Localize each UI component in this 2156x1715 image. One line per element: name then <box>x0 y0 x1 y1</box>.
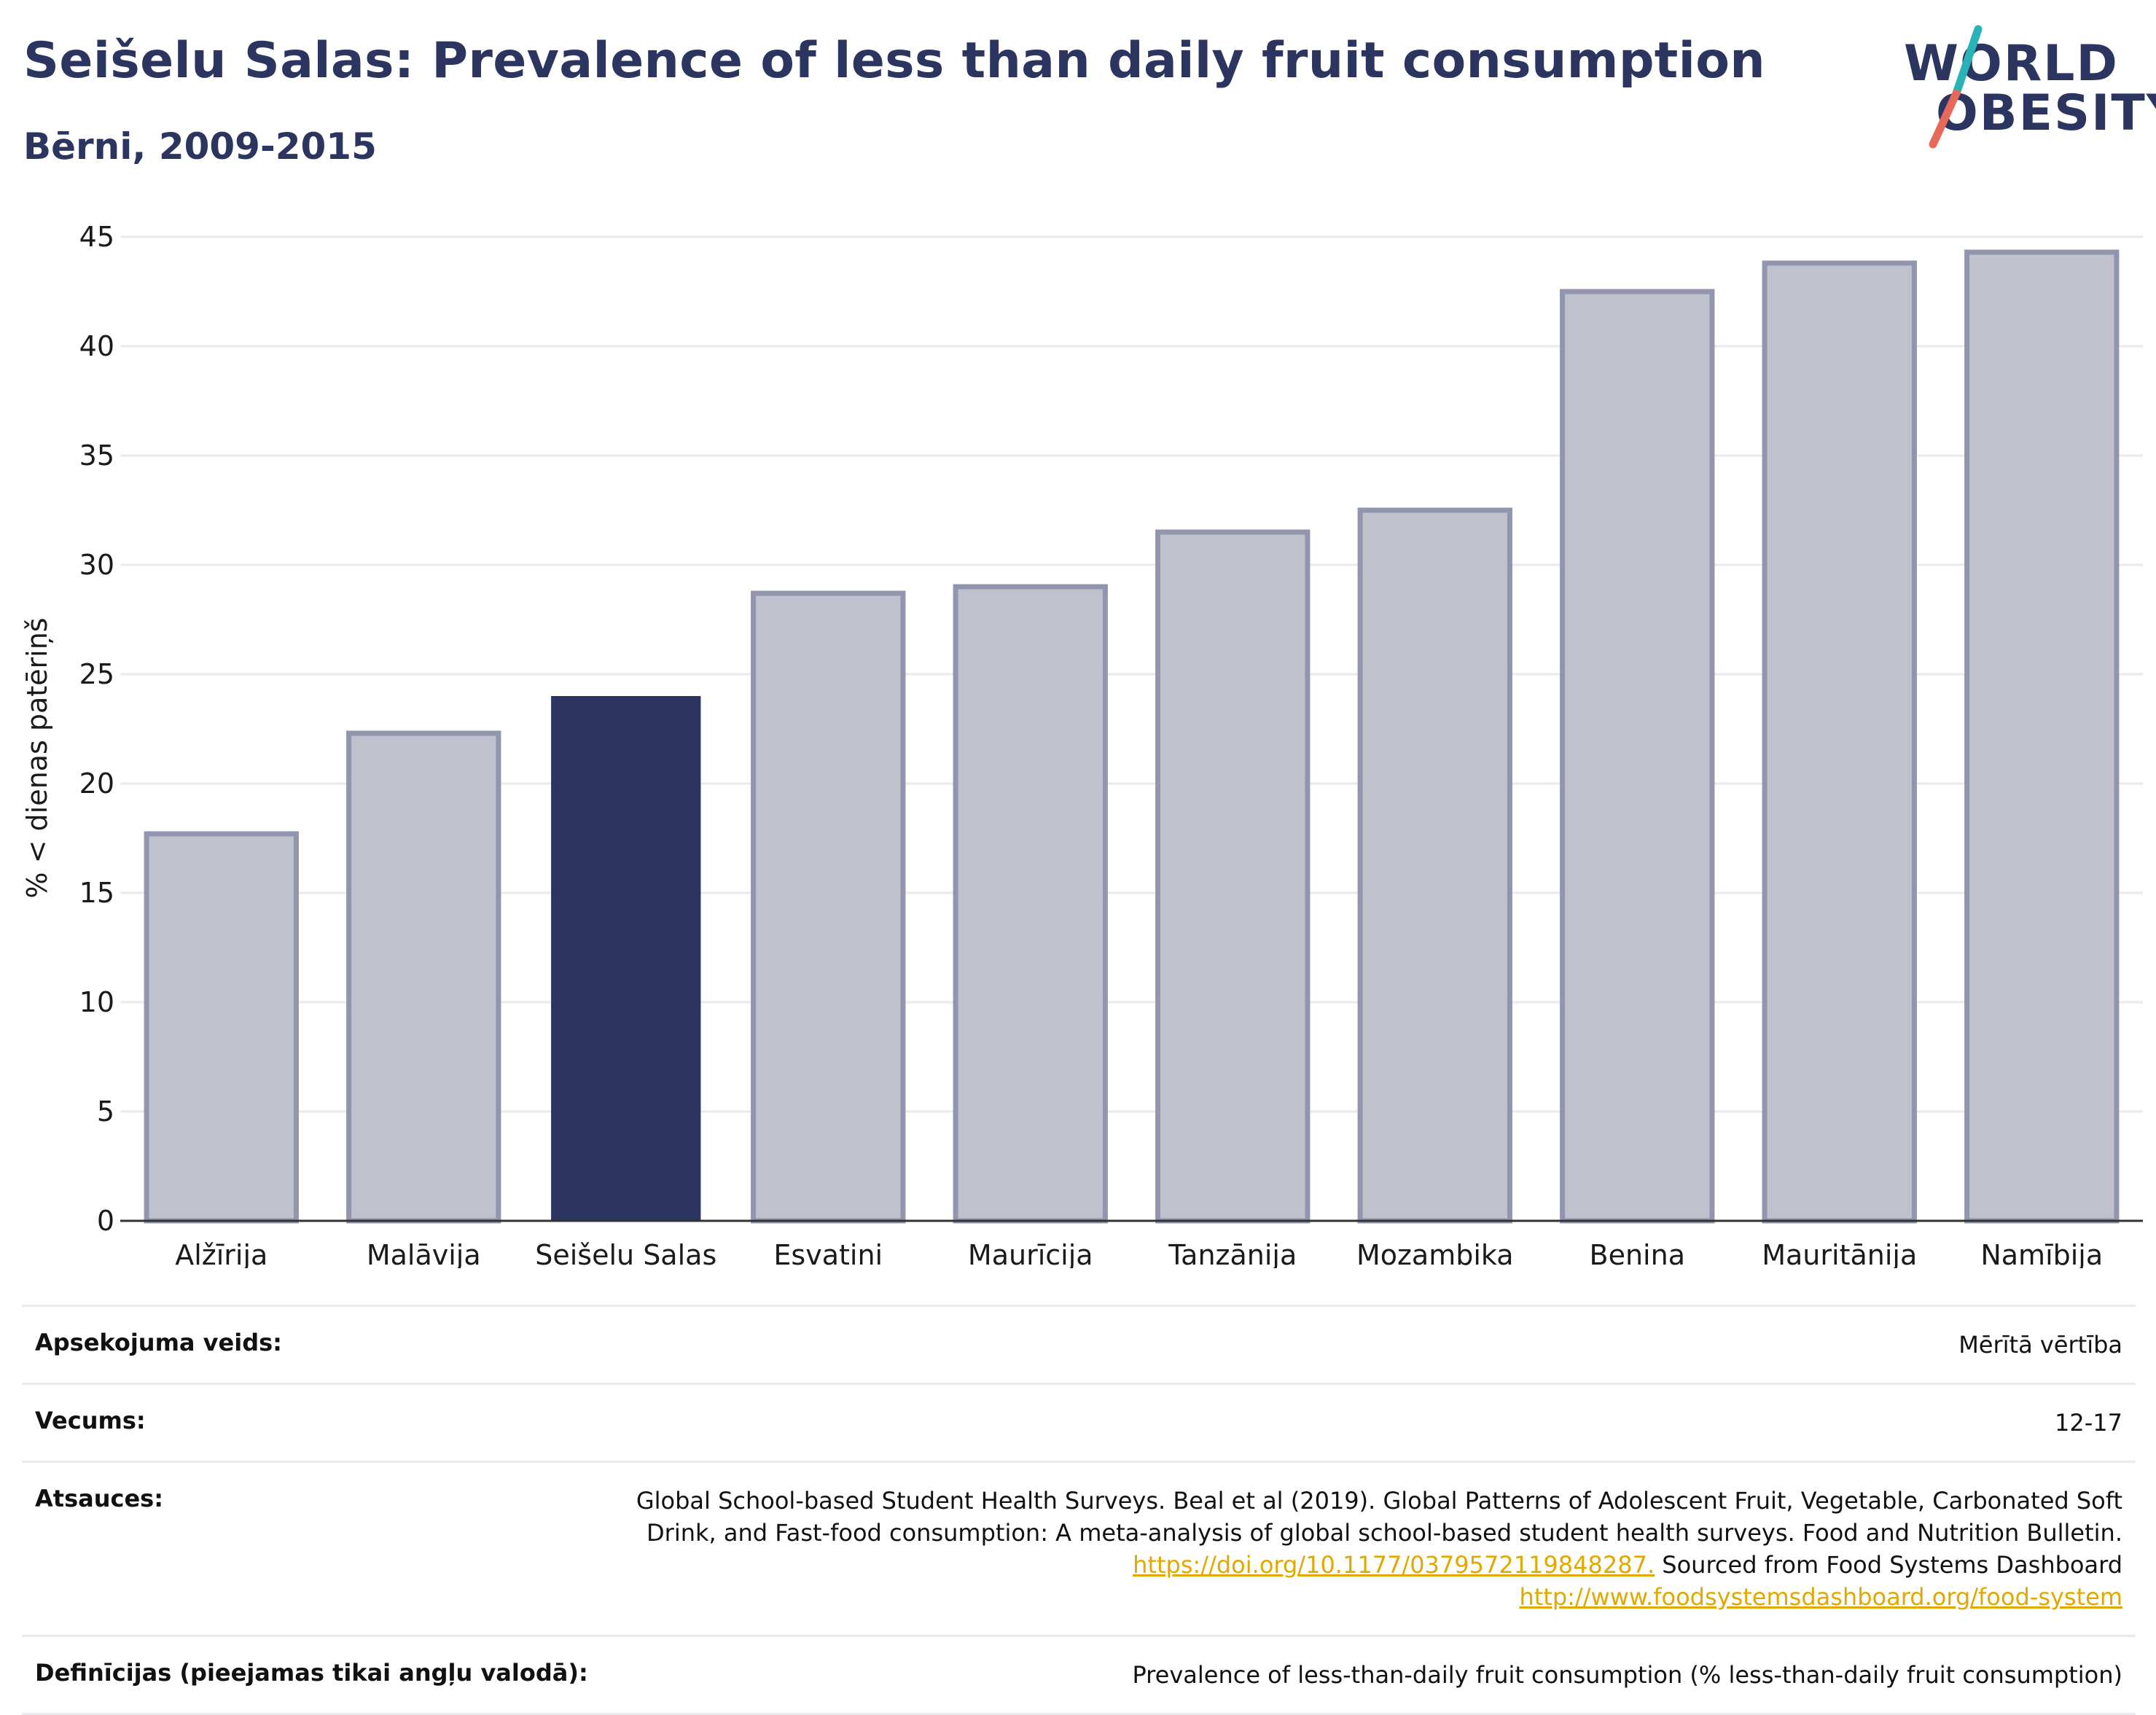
meta-label: Atsauces: <box>35 1485 163 1512</box>
meta-value: Mērītā vērtība <box>1958 1331 2122 1359</box>
meta-value: 12-17 <box>2055 1409 2122 1437</box>
chart-subtitle: Bērni, 2009-2015 <box>23 125 377 168</box>
reference-source-text: Sourced from Food Systems Dashboard <box>1662 1551 2122 1579</box>
logo-word-world: WORLD <box>1904 35 2119 93</box>
x-tick-label: Seišelu Salas <box>535 1239 716 1268</box>
bar <box>751 590 906 1224</box>
x-axis-labels: Alžīrija Malāvija Seišelu Salas Esvatini Mau… <box>175 1239 2103 1268</box>
y-tick-label: 15 <box>79 877 114 909</box>
bar <box>953 584 1108 1224</box>
bar <box>1155 529 1311 1224</box>
doi-link[interactable]: https://doi.org/10.1177/0379572119848287… <box>1133 1551 1655 1579</box>
x-tick-label: Mozambika <box>1356 1239 1514 1268</box>
logo-word-obesity: OBESITY <box>1936 85 2156 142</box>
x-tick-label: Tanzānija <box>1168 1239 1297 1268</box>
x-tick-label: Namībija <box>1980 1239 2103 1268</box>
chart-title: Seišelu Salas: Prevalence of less than d… <box>23 32 1765 90</box>
meta-row-age: Vecums: 12-17 <box>22 1383 2136 1462</box>
meta-label: Apsekojuma veids: <box>35 1329 282 1356</box>
meta-value: Prevalence of less-than-daily fruit cons… <box>1132 1661 2122 1689</box>
y-tick-label: 25 <box>79 658 114 690</box>
y-axis-ticks: 0 5 10 15 20 25 30 35 40 45 <box>79 221 114 1237</box>
meta-row-references: Atsauces: Global School-based Student He… <box>22 1461 2136 1636</box>
metadata-table: Apsekojuma veids: Mērītā vērtība Vecums:… <box>22 1305 2136 1715</box>
bars <box>144 249 2120 1224</box>
bar <box>1762 260 1917 1224</box>
x-tick-label: Esvatini <box>773 1239 883 1268</box>
bar <box>1560 289 1715 1224</box>
y-tick-label: 30 <box>79 549 114 581</box>
x-tick-label: Benina <box>1590 1239 1685 1268</box>
meta-label: Definīcijas (pieejamas tikai angļu valod… <box>35 1659 588 1687</box>
world-obesity-logo: WORLD OBESITY <box>1904 22 2156 153</box>
meta-label: Vecums: <box>35 1407 146 1434</box>
x-tick-label: Malāvija <box>367 1239 481 1268</box>
x-tick-label: Maurīcija <box>968 1239 1093 1268</box>
bar <box>1964 249 2120 1224</box>
y-axis-label: % < dienas patēriņš <box>21 617 53 898</box>
bar-chart: 0 5 10 15 20 25 30 35 40 45 Alžīrija Malāvija Seiše… <box>21 221 2143 1268</box>
y-tick-label: 0 <box>97 1205 114 1237</box>
meta-row-survey-type: Apsekojuma veids: Mērītā vērtība <box>22 1305 2136 1384</box>
food-systems-dashboard-link[interactable]: http://www.foodsystemsdashboard.org/food… <box>1519 1583 2122 1611</box>
y-tick-label: 35 <box>79 440 114 472</box>
meta-value: Global School-based Student Health Surve… <box>588 1462 2136 1636</box>
x-tick-label: Mauritānija <box>1762 1239 1917 1268</box>
bar-highlighted <box>551 696 701 1221</box>
logo-slash-icon <box>1929 25 1983 149</box>
y-tick-label: 5 <box>97 1095 114 1128</box>
bar <box>346 730 501 1224</box>
y-tick-label: 45 <box>79 221 114 253</box>
y-tick-label: 20 <box>79 767 114 800</box>
y-tick-label: 10 <box>79 986 114 1018</box>
meta-row-definitions: Definīcijas (pieejamas tikai angļu valod… <box>22 1636 2136 1714</box>
reference-text: Global School-based Student Health Surve… <box>636 1487 2122 1547</box>
y-tick-label: 40 <box>79 330 114 362</box>
bar <box>1357 507 1512 1224</box>
x-tick-label: Alžīrija <box>175 1239 267 1268</box>
bar <box>144 831 299 1224</box>
